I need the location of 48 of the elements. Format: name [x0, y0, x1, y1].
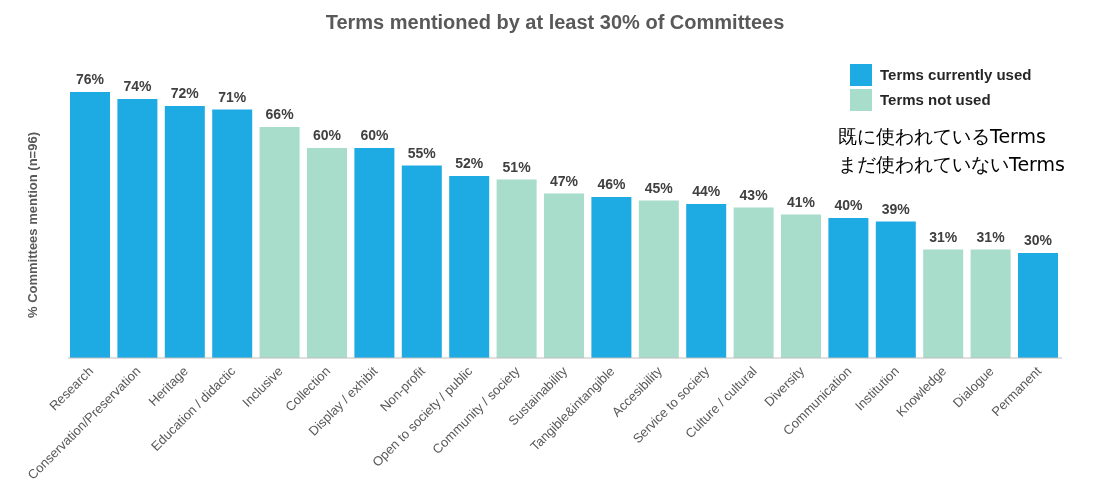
bar: [875, 221, 916, 358]
y-axis-title: % Committees mention (n=96): [25, 131, 40, 319]
bar: [686, 204, 727, 358]
data-label: 40%: [834, 197, 863, 213]
data-label: 52%: [455, 155, 484, 171]
data-label: 71%: [218, 88, 247, 105]
bar: [781, 214, 821, 358]
data-label: 76%: [75, 71, 105, 87]
data-label: 44%: [692, 183, 721, 199]
data-label: 60%: [360, 127, 389, 143]
data-label: 66%: [265, 106, 295, 122]
bar: [307, 148, 347, 358]
data-label: 51%: [502, 158, 532, 175]
bar: [638, 200, 679, 358]
annotation: 既に使われているTerms: [838, 125, 1046, 147]
data-label: 72%: [170, 85, 200, 101]
data-label: 43%: [739, 186, 769, 203]
bar: [259, 127, 300, 358]
data-label: 47%: [549, 172, 579, 189]
bar: [591, 197, 632, 358]
data-label: 74%: [123, 78, 152, 94]
bar: [496, 179, 537, 358]
bar: [733, 207, 774, 358]
data-label: 41%: [786, 193, 816, 210]
bar: [354, 148, 395, 358]
bar: [212, 109, 253, 358]
bar: [401, 165, 442, 358]
bar: [164, 106, 205, 358]
bar: [828, 218, 869, 358]
chart-title: Terms mentioned by at least 30% of Committees: [325, 11, 785, 33]
legend-label: Terms currently used: [880, 66, 1032, 83]
data-label: 39%: [881, 200, 911, 217]
bar: [449, 176, 490, 358]
bar: [970, 249, 1011, 358]
data-label: 31%: [929, 228, 958, 245]
bar: [117, 99, 158, 358]
bar: [70, 92, 110, 358]
annotation: まだ使われていないTerms: [838, 153, 1065, 175]
data-label: 45%: [644, 179, 674, 196]
data-label: 30%: [1023, 232, 1053, 248]
legend-label: Terms not used: [880, 91, 991, 108]
bar: [544, 193, 584, 358]
data-label: 31%: [976, 228, 1006, 245]
data-label: 46%: [597, 176, 626, 192]
data-label: 55%: [407, 144, 437, 161]
data-label: 60%: [312, 127, 342, 143]
bar: [1018, 253, 1058, 358]
bar: [923, 249, 964, 358]
